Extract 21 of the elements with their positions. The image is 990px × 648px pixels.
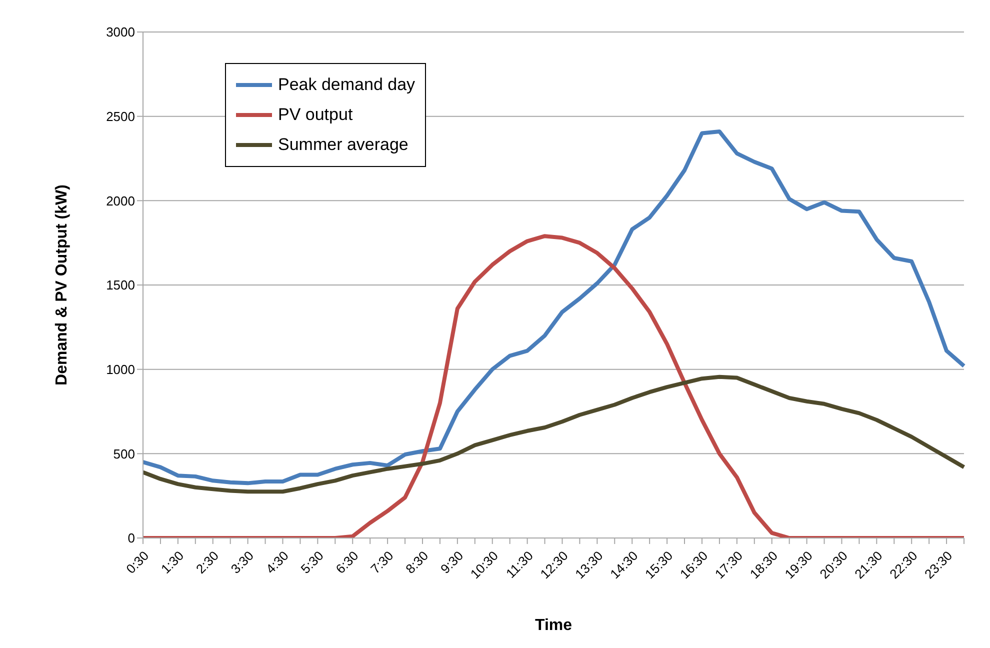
y-tick-label: 0 — [128, 530, 135, 546]
x-tick-label: 4:30 — [262, 548, 292, 577]
x-tick-label: 1:30 — [158, 548, 187, 577]
x-tick-label: 5:30 — [298, 548, 326, 577]
x-tick-label: 9:30 — [438, 548, 466, 577]
y-tick-label: 1000 — [106, 362, 135, 377]
y-axis-title: Demand & PV Output (kW) — [54, 184, 71, 386]
legend-label: PV output — [278, 104, 353, 126]
y-tick-label: 500 — [113, 446, 135, 462]
legend-label: Summer average — [278, 134, 408, 156]
x-tick-label: 0:30 — [123, 548, 152, 577]
y-tick-label: 3000 — [106, 24, 135, 40]
x-tick-label: 8:30 — [402, 548, 432, 577]
y-tick-label: 2500 — [106, 108, 135, 124]
x-tick-label: 6:30 — [332, 548, 362, 577]
x-tick-label: 7:30 — [368, 548, 396, 577]
x-tick-label: 3:30 — [228, 548, 256, 577]
y-tick-label: 1500 — [106, 278, 135, 293]
legend-label: Peak demand day — [278, 74, 416, 96]
y-tick-label: 2000 — [106, 193, 135, 208]
x-axis-title: Time — [534, 617, 572, 634]
